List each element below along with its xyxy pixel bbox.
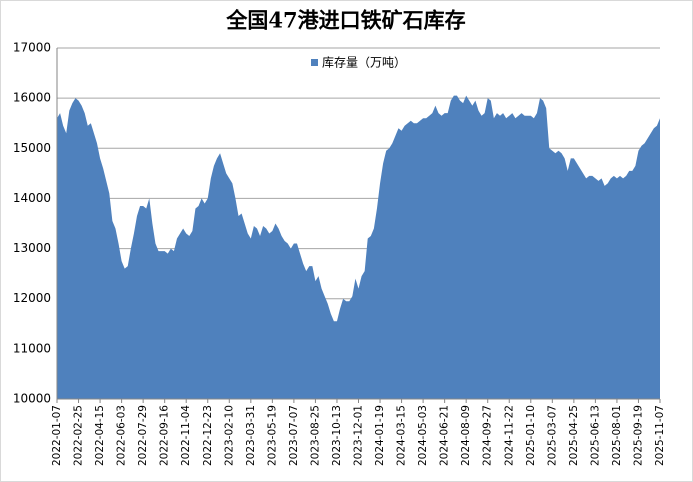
x-tick-label: 2025-01-10 — [525, 405, 537, 466]
legend-swatch — [311, 59, 318, 66]
y-tick-label: 14000 — [13, 191, 51, 205]
x-tick-label: 2022-02-25 — [73, 405, 85, 466]
y-tick-label: 11000 — [13, 341, 51, 355]
x-tick-label: 2023-07-07 — [288, 405, 300, 466]
x-tick-label: 2024-06-21 — [439, 405, 451, 466]
x-tick-label: 2025-08-01 — [611, 405, 623, 466]
x-tick-label: 2023-05-19 — [266, 405, 278, 466]
x-tick-label: 2022-04-15 — [94, 405, 106, 466]
x-tick-label: 2023-08-25 — [309, 405, 321, 466]
x-tick-label: 2025-09-19 — [632, 405, 644, 466]
x-tick-label: 2022-09-16 — [159, 405, 171, 466]
x-tick-label: 2022-01-07 — [51, 405, 63, 466]
chart-title: 全国47港进口铁矿石库存 — [225, 8, 465, 33]
x-tick-label: 2024-08-09 — [460, 405, 472, 466]
y-tick-label: 15000 — [13, 141, 51, 155]
legend-label: 库存量（万吨） — [322, 55, 406, 70]
x-tick-label: 2024-11-22 — [503, 405, 515, 466]
y-tick-label: 13000 — [13, 241, 51, 255]
x-tick-label: 2025-04-25 — [568, 405, 580, 466]
x-tick-label: 2025-06-13 — [589, 405, 601, 466]
x-tick-label: 2024-05-03 — [417, 405, 429, 466]
x-tick-label: 2023-02-10 — [223, 405, 235, 466]
x-tick-label: 2025-03-07 — [546, 405, 558, 466]
y-tick-label: 10000 — [13, 392, 51, 406]
x-tick-label: 2023-03-31 — [245, 405, 257, 466]
x-tick-label: 2022-06-03 — [116, 405, 128, 466]
y-tick-label: 17000 — [13, 41, 51, 55]
x-tick-label: 2024-09-27 — [482, 405, 494, 466]
x-tick-label: 2024-03-15 — [396, 405, 408, 466]
y-tick-label: 16000 — [13, 91, 51, 105]
x-tick-label: 2022-12-23 — [202, 405, 214, 466]
x-tick-label: 2023-12-01 — [353, 405, 365, 466]
area — [57, 95, 660, 399]
x-tick-label: 2022-07-29 — [137, 405, 149, 466]
x-tick-label: 2024-01-19 — [374, 405, 386, 466]
x-tick-label: 2022-11-04 — [180, 405, 192, 466]
y-tick-label: 12000 — [13, 291, 51, 305]
x-tick-label: 2025-11-07 — [654, 405, 666, 466]
x-tick-label: 2023-10-13 — [331, 405, 343, 466]
